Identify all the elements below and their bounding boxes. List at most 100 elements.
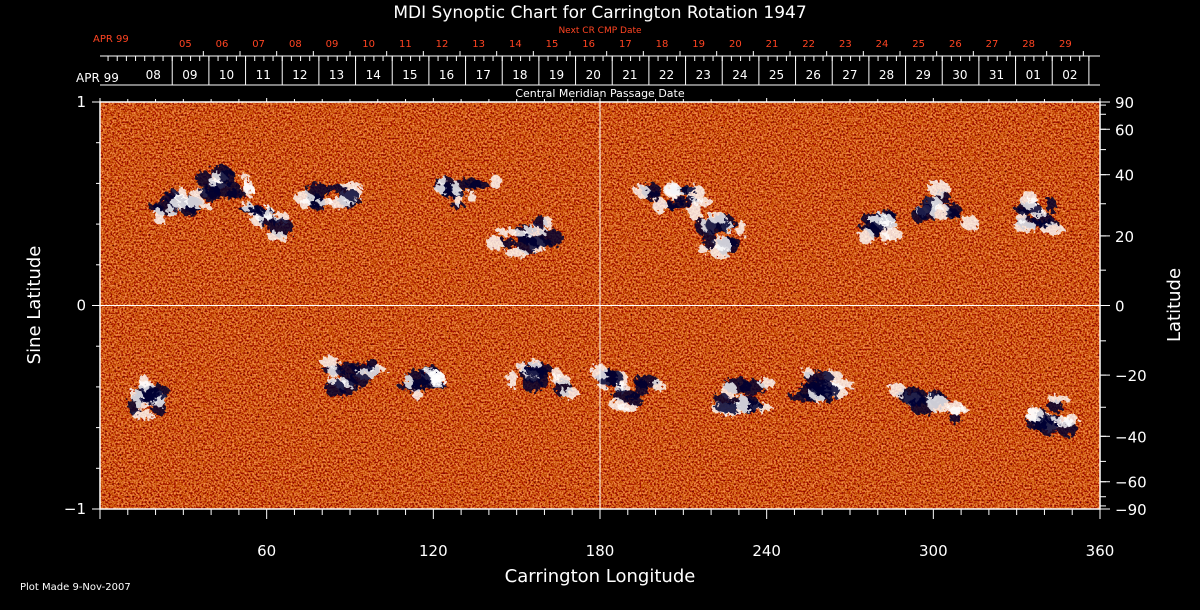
positive-polarity-patch	[434, 182, 447, 194]
positive-polarity-patch	[489, 174, 502, 190]
next-cr-date-label: 07	[252, 39, 265, 50]
negative-polarity-patch	[714, 401, 741, 414]
negative-polarity-patch	[345, 373, 371, 388]
x-tick-label: 120	[419, 542, 448, 560]
cmp-date-label: 29	[916, 68, 931, 82]
positive-polarity-patch	[927, 180, 951, 197]
cmp-date-label: 26	[806, 68, 821, 82]
next-cr-date-label: 26	[949, 39, 962, 50]
positive-polarity-patch	[170, 194, 190, 209]
y-right-tick-label: 90	[1115, 94, 1134, 112]
positive-polarity-patch	[961, 215, 979, 231]
cmp-date-label: 19	[549, 68, 564, 82]
cmp-date-label: 01	[1026, 68, 1041, 82]
next-cr-date-label: 24	[876, 39, 889, 50]
positive-polarity-patch	[697, 245, 708, 254]
negative-polarity-patch	[525, 237, 552, 247]
next-cr-date-label: 15	[546, 39, 559, 50]
next-cr-date-label: 29	[1059, 39, 1072, 50]
cmp-date-label: 31	[989, 68, 1004, 82]
x-tick-label: 60	[257, 542, 276, 560]
positive-polarity-patch	[858, 228, 875, 246]
positive-polarity-patch	[608, 399, 629, 410]
negative-polarity-patch	[195, 171, 213, 187]
next-cr-date-label: 22	[802, 39, 815, 50]
plot-date-footer: Plot Made 9-Nov-2007	[20, 582, 131, 593]
y-right-tick-label: −90	[1115, 501, 1147, 519]
positive-polarity-patch	[404, 375, 414, 389]
positive-polarity-patch	[662, 181, 680, 197]
y-axis-right-label: Latitude	[1164, 268, 1185, 342]
negative-polarity-patch	[810, 384, 840, 395]
next-cr-date-label: 28	[1022, 39, 1035, 50]
y-right-tick-label: 60	[1115, 121, 1134, 139]
positive-polarity-patch	[201, 203, 213, 210]
negative-polarity-patch	[521, 376, 543, 393]
positive-polarity-patch	[517, 362, 527, 373]
cmp-date-label: 22	[659, 68, 674, 82]
positive-polarity-patch	[652, 197, 668, 214]
negative-polarity-patch	[326, 184, 345, 192]
next-cr-date-label: 16	[582, 39, 595, 50]
next-cr-date-label: 12	[436, 39, 449, 50]
cmp-date-label: 20	[586, 68, 601, 82]
positive-polarity-patch	[713, 236, 731, 251]
y-right-tick-label: −60	[1115, 474, 1147, 492]
y-left-tick-label: 0	[76, 297, 86, 315]
positive-polarity-patch	[293, 190, 314, 205]
y-right-tick-label: 0	[1115, 298, 1125, 316]
negative-polarity-patch	[324, 379, 345, 398]
positive-polarity-patch	[496, 228, 519, 236]
negative-polarity-patch	[944, 209, 962, 219]
positive-polarity-patch	[427, 370, 444, 385]
positive-polarity-patch	[166, 205, 176, 219]
positive-polarity-patch	[513, 229, 529, 238]
positive-polarity-patch	[1026, 407, 1044, 422]
latitude-axis: 90 60 40 20 0 −20 −40 −60 −90	[1100, 94, 1147, 519]
y-left-tick-label: 1	[76, 93, 86, 111]
positive-polarity-patch	[153, 208, 165, 225]
y-right-tick-label: −20	[1115, 367, 1147, 385]
negative-polarity-patch	[1047, 399, 1063, 413]
positive-polarity-patch	[244, 179, 254, 197]
y-right-tick-label: −40	[1115, 428, 1147, 446]
negative-polarity-patch	[220, 168, 236, 185]
next-cr-date-label: 18	[656, 39, 669, 50]
negative-polarity-patch	[666, 203, 680, 211]
cmp-date-label: 28	[879, 68, 894, 82]
next-cr-month-label: APR 99	[93, 34, 129, 45]
cmp-date-label: 16	[439, 68, 454, 82]
cmp-date-label: 25	[769, 68, 784, 82]
next-cr-date-label: 25	[912, 39, 925, 50]
next-cr-date-label: 13	[472, 39, 485, 50]
negative-polarity-patch	[917, 204, 936, 221]
next-cr-axis-labels: 29 28 27 26 25 24 23 22 21 20 19 18 17 16 15 14 13 12 11 10…	[179, 39, 1084, 56]
next-cr-date-label: 08	[289, 39, 302, 50]
positive-polarity-patch	[652, 379, 665, 392]
cmp-date-label: 24	[732, 68, 747, 82]
x-tick-label: 360	[1086, 542, 1115, 560]
positive-polarity-patch	[341, 182, 363, 190]
positive-polarity-patch	[1020, 190, 1039, 209]
negative-polarity-patch	[611, 389, 639, 401]
positive-polarity-patch	[266, 231, 288, 241]
positive-polarity-patch	[239, 172, 250, 180]
positive-polarity-patch	[1050, 416, 1073, 423]
next-cr-date-label: 14	[509, 39, 522, 50]
y-axis-left-label: Sine Latitude	[24, 246, 45, 365]
positive-polarity-patch	[327, 376, 336, 385]
positive-polarity-patch	[927, 395, 949, 413]
positive-polarity-patch	[687, 202, 703, 221]
next-cr-date-label: 05	[179, 39, 192, 50]
cmp-date-label: 18	[512, 68, 527, 82]
negative-polarity-patch	[804, 370, 834, 385]
positive-polarity-patch	[758, 377, 776, 389]
cmp-date-label: 02	[1062, 68, 1077, 82]
next-cr-axis-title: Next CR CMP Date	[558, 26, 642, 36]
positive-polarity-patch	[888, 382, 906, 397]
positive-polarity-patch	[438, 175, 447, 185]
y-right-tick-label: 40	[1115, 167, 1134, 185]
positive-polarity-patch	[880, 227, 889, 243]
next-cr-date-label: 11	[399, 39, 412, 50]
negative-polarity-patch	[224, 190, 247, 198]
